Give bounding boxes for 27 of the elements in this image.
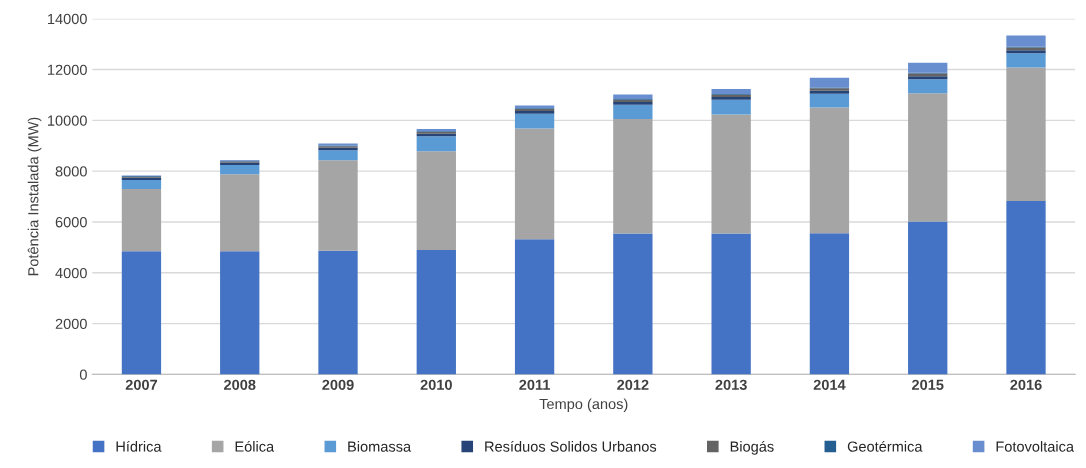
x-tick-label: 2016	[1010, 379, 1042, 390]
y-tick-label: 2000	[55, 318, 87, 330]
legend-label: Biomassa	[348, 441, 412, 452]
x-tick-label: 2014	[813, 379, 846, 390]
x-axis-title: Tempo (anos)	[539, 398, 628, 413]
y-axis-title: Potência Instalada (MW)	[27, 117, 42, 276]
x-tick-label: 2015	[912, 379, 944, 390]
y-tick-label: 12000	[48, 64, 87, 75]
legend-label: Resíduos Solidos Urbanos	[485, 440, 657, 452]
x-tick-label: 2012	[617, 379, 649, 390]
y-tick-label: 0	[79, 369, 87, 380]
legend-label: Eólica	[235, 440, 275, 452]
y-tick-label: 4000	[55, 267, 87, 279]
legend-label: Geotérmica	[847, 440, 923, 452]
y-tick-label: 8000	[55, 166, 87, 177]
y-tick-label: 6000	[55, 217, 87, 228]
x-tick-label: 2011	[519, 379, 550, 390]
y-tick-label: 14000	[48, 13, 87, 25]
x-tick-label: 2007	[125, 379, 158, 390]
x-tick-label: 2008	[224, 379, 256, 390]
x-tick-label: 2010	[420, 379, 452, 390]
y-tick-label: 10000	[48, 115, 87, 126]
legend-label: Biogás	[730, 440, 774, 455]
x-tick-label: 2013	[715, 379, 747, 390]
x-tick-label: 2009	[322, 379, 354, 390]
legend-label: Hídrica	[116, 440, 162, 452]
legend-label: Fotovoltaica	[996, 441, 1074, 452]
